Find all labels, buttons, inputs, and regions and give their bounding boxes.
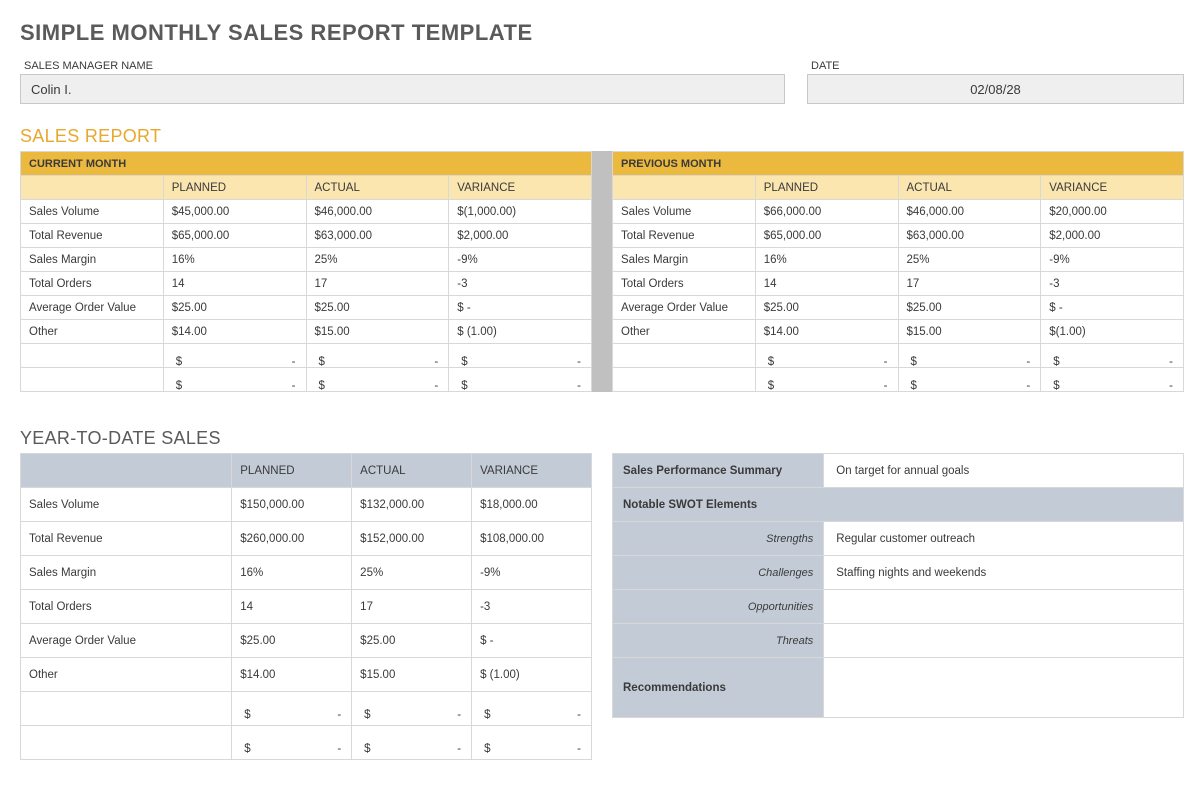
col-variance: VARIANCE: [472, 454, 592, 488]
ytd-heading: YEAR-TO-DATE SALES: [20, 428, 1184, 449]
page-title: SIMPLE MONTHLY SALES REPORT TEMPLATE: [20, 20, 1184, 46]
threats-value[interactable]: [824, 624, 1184, 658]
date-field[interactable]: 02/08/28: [807, 74, 1184, 104]
col-planned: PLANNED: [232, 454, 352, 488]
table-row: Average Order Value $25.00 $25.00 $ -: [613, 296, 1184, 320]
table-row: $-$-$-: [613, 368, 1184, 392]
table-row: Sales Volume$150,000.00$132,000.00$18,00…: [21, 488, 592, 522]
table-row: Sales Volume$45,000.00$46,000.00$(1,000.…: [21, 200, 592, 224]
swot-table: Sales Performance SummaryOn target for a…: [612, 453, 1184, 718]
table-row: Notable SWOT Elements: [613, 488, 1184, 522]
table-row: Total Orders1417-3: [613, 272, 1184, 296]
table-row: Sales Performance SummaryOn target for a…: [613, 454, 1184, 488]
table-row: Sales Margin16%25%-9%: [613, 248, 1184, 272]
opportunities-value[interactable]: [824, 590, 1184, 624]
table-row: Sales Margin16%25%-9%: [21, 556, 592, 590]
opportunities-label: Opportunities: [613, 590, 824, 624]
header-fields: SALES MANAGER NAME Colin I. DATE 02/08/2…: [20, 60, 1184, 104]
table-row: Total Revenue$65,000.00$63,000.00$2,000.…: [21, 224, 592, 248]
table-row: Opportunities: [613, 590, 1184, 624]
table-row: Total Revenue$65,000.00$63,000.00$2,000.…: [613, 224, 1184, 248]
col-actual: ACTUAL: [306, 176, 449, 200]
sales-report-heading: SALES REPORT: [20, 126, 1184, 147]
col-actual: ACTUAL: [352, 454, 472, 488]
swot-elements-label: Notable SWOT Elements: [613, 488, 1184, 522]
table-row: Other $14.00 $15.00 $ (1.00): [21, 320, 592, 344]
table-row: $-$-$-: [21, 692, 592, 726]
summary-label: Sales Performance Summary: [613, 454, 824, 488]
table-row: Total Orders1417-3: [21, 590, 592, 624]
challenges-value[interactable]: Staffing nights and weekends: [824, 556, 1184, 590]
table-row: Average Order Value $25.00 $25.00 $ -: [21, 296, 592, 320]
table-row: Other $14.00 $15.00$(1.00): [613, 320, 1184, 344]
col-planned: PLANNED: [755, 176, 898, 200]
strengths-value[interactable]: Regular customer outreach: [824, 522, 1184, 556]
ytd-table: PLANNED ACTUAL VARIANCE Sales Volume$150…: [20, 453, 592, 760]
challenges-label: Challenges: [613, 556, 824, 590]
strengths-label: Strengths: [613, 522, 824, 556]
table-row: Sales Volume$66,000.00$46,000.00$20,000.…: [613, 200, 1184, 224]
table-row: Average Order Value $25.00 $25.00 $ -: [21, 624, 592, 658]
col-actual: ACTUAL: [898, 176, 1041, 200]
table-row: $-$-$-: [613, 344, 1184, 368]
table-row: Threats: [613, 624, 1184, 658]
previous-month-header: PREVIOUS MONTH: [613, 152, 1184, 176]
col-planned: PLANNED: [163, 176, 306, 200]
manager-name-label: SALES MANAGER NAME: [20, 60, 785, 72]
col-variance: VARIANCE: [1041, 176, 1184, 200]
table-row: Sales Margin16%25%-9%: [21, 248, 592, 272]
current-month-table: CURRENT MONTH PLANNED ACTUAL VARIANCE Sa…: [20, 151, 592, 392]
table-row: $-$-$-: [21, 726, 592, 760]
table-row: $-$-$-: [21, 368, 592, 392]
col-variance: VARIANCE: [449, 176, 592, 200]
recommendations-value[interactable]: [824, 658, 1184, 718]
table-divider: [592, 151, 612, 392]
previous-month-table: PREVIOUS MONTH PLANNED ACTUAL VARIANCE S…: [612, 151, 1184, 392]
table-row: StrengthsRegular customer outreach: [613, 522, 1184, 556]
table-row: Total Orders1417-3: [21, 272, 592, 296]
manager-name-value: Colin I.: [31, 82, 71, 97]
table-row: ChallengesStaffing nights and weekends: [613, 556, 1184, 590]
current-month-header: CURRENT MONTH: [21, 152, 592, 176]
table-row: Recommendations: [613, 658, 1184, 718]
table-row: $-$-$-: [21, 344, 592, 368]
threats-label: Threats: [613, 624, 824, 658]
date-value: 02/08/28: [970, 82, 1021, 97]
manager-name-field[interactable]: Colin I.: [20, 74, 785, 104]
summary-value[interactable]: On target for annual goals: [824, 454, 1184, 488]
table-row: Other $14.00 $15.00 $ (1.00): [21, 658, 592, 692]
recommendations-label: Recommendations: [613, 658, 824, 718]
table-row: Total Revenue$260,000.00$152,000.00$108,…: [21, 522, 592, 556]
date-label: DATE: [807, 60, 1184, 72]
